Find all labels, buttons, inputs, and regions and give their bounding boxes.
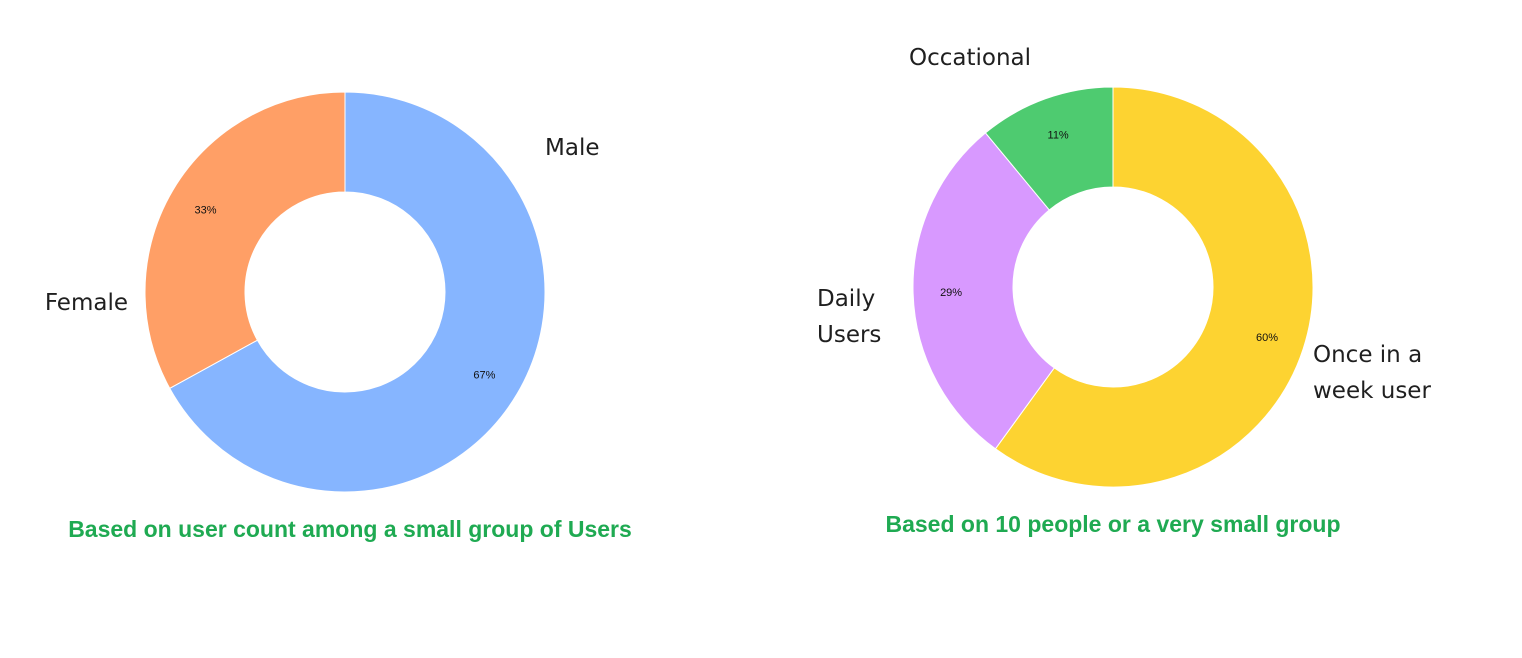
slice-male bbox=[169, 91, 546, 493]
chart-caption: Based on user count among a small group … bbox=[68, 516, 632, 542]
chart-caption: Based on 10 people or a very small group bbox=[885, 511, 1340, 537]
category-label-line: Male bbox=[545, 135, 599, 161]
category-label-male: Male bbox=[545, 135, 599, 161]
pct-label-female: 33% bbox=[195, 205, 217, 217]
category-label-line: week user bbox=[1313, 378, 1431, 404]
category-label-line: Occational bbox=[909, 45, 1031, 71]
category-label-line: Daily bbox=[817, 286, 875, 312]
category-label-daily-users: Daily Users bbox=[817, 286, 881, 348]
pct-label-once-in-a-week-user: 60% bbox=[1256, 332, 1278, 344]
slice-once-in-a-week-user bbox=[994, 86, 1314, 488]
slice-female bbox=[144, 91, 346, 390]
pct-label-male: 67% bbox=[473, 369, 495, 381]
gender-donut-chart: 67% Male 33% Female Based on user count amon… bbox=[45, 91, 632, 542]
usage-frequency-donut-chart: 60% Once in a week user 29% Daily Users 11% Occ… bbox=[817, 45, 1431, 537]
slice-daily-users bbox=[912, 132, 1055, 450]
category-label-line: Female bbox=[45, 290, 128, 316]
category-label-line: Once in a bbox=[1313, 342, 1422, 368]
pct-label-occational: 11% bbox=[1048, 130, 1069, 142]
category-label-line: Users bbox=[817, 322, 881, 348]
category-label-female: Female bbox=[45, 290, 128, 316]
category-label-once-in-a-week-user: Once in a week user bbox=[1313, 342, 1431, 404]
pct-label-daily-users: 29% bbox=[940, 287, 962, 299]
slice-occational bbox=[984, 86, 1114, 211]
category-label-occational: Occational bbox=[909, 45, 1031, 71]
